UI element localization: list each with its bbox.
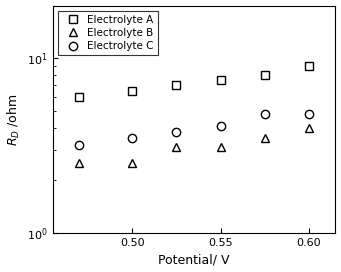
Electrolyte A [77, 95, 81, 99]
X-axis label: Potential/ V: Potential/ V [158, 254, 230, 267]
Electrolyte A [263, 73, 267, 77]
Line: Electrolyte C: Electrolyte C [75, 110, 313, 149]
Electrolyte B [77, 162, 81, 165]
Electrolyte A [219, 78, 223, 82]
Electrolyte C [307, 112, 311, 116]
Electrolyte B [263, 136, 267, 140]
Electrolyte C [130, 136, 134, 140]
Electrolyte C [77, 143, 81, 146]
Electrolyte B [174, 146, 178, 149]
Electrolyte A [307, 64, 311, 68]
Electrolyte B [130, 162, 134, 165]
Line: Electrolyte A: Electrolyte A [75, 62, 313, 101]
Electrolyte C [174, 130, 178, 133]
Legend: Electrolyte A, Electrolyte B, Electrolyte C: Electrolyte A, Electrolyte B, Electrolyt… [58, 11, 158, 55]
Electrolyte C [263, 112, 267, 116]
Y-axis label: $R_D$ /ohm: $R_D$ /ohm [5, 93, 22, 146]
Line: Electrolyte B: Electrolyte B [75, 123, 313, 168]
Electrolyte C [219, 124, 223, 128]
Electrolyte A [130, 89, 134, 92]
Electrolyte B [307, 126, 311, 129]
Electrolyte A [174, 84, 178, 87]
Electrolyte B [219, 146, 223, 149]
